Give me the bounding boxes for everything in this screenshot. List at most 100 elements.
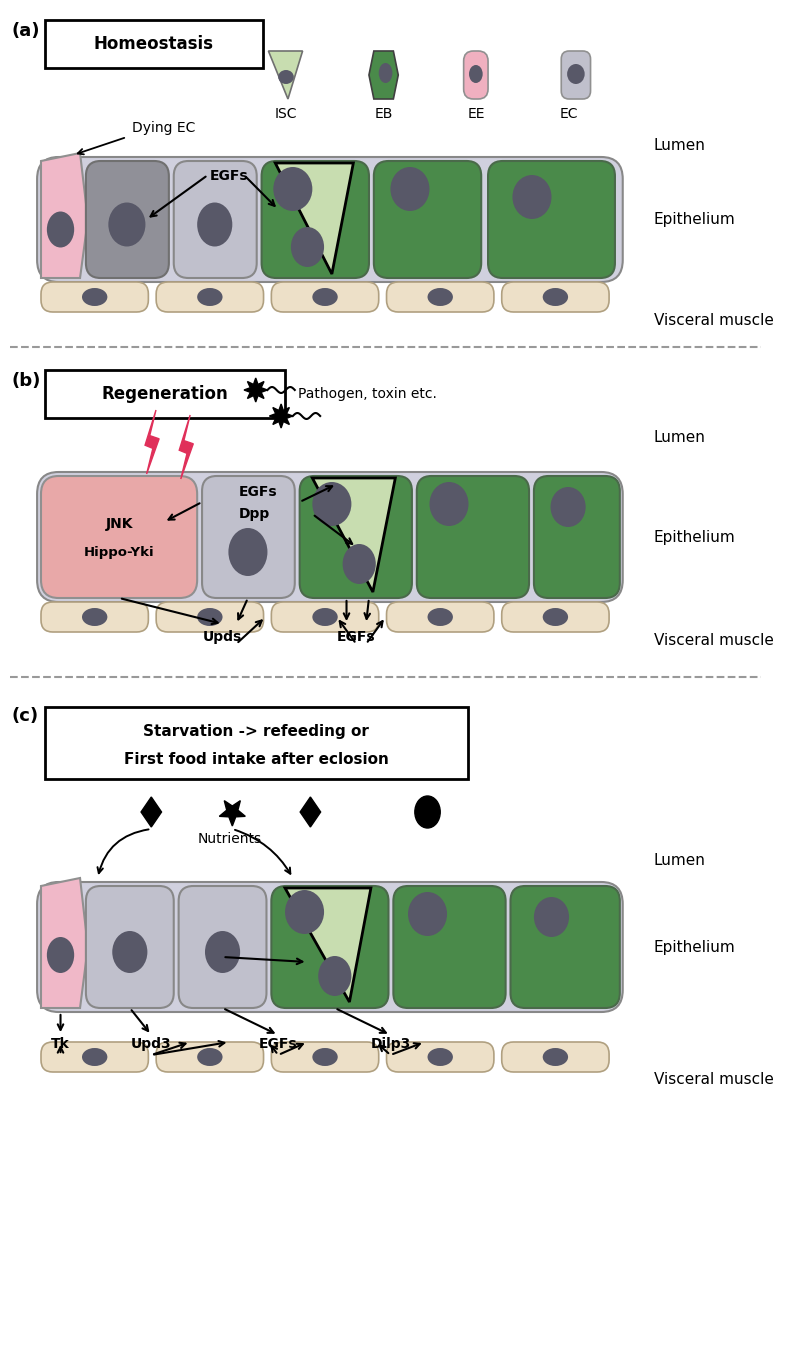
Ellipse shape	[378, 62, 392, 83]
Text: Epithelium: Epithelium	[654, 212, 736, 227]
FancyBboxPatch shape	[386, 1042, 494, 1072]
FancyBboxPatch shape	[41, 282, 148, 312]
Ellipse shape	[108, 202, 146, 247]
FancyBboxPatch shape	[156, 603, 263, 632]
Ellipse shape	[318, 955, 351, 996]
FancyBboxPatch shape	[41, 1042, 148, 1072]
Text: Dying EC: Dying EC	[132, 121, 195, 134]
Ellipse shape	[197, 608, 222, 626]
Text: Pathogen, toxin etc.: Pathogen, toxin etc.	[298, 387, 437, 402]
FancyBboxPatch shape	[45, 370, 285, 418]
Ellipse shape	[427, 288, 453, 305]
Ellipse shape	[430, 482, 469, 527]
FancyBboxPatch shape	[386, 282, 494, 312]
Text: Dpp: Dpp	[239, 508, 270, 521]
Ellipse shape	[427, 1048, 453, 1067]
Text: Dilp3: Dilp3	[370, 1037, 410, 1052]
Ellipse shape	[82, 288, 107, 305]
FancyBboxPatch shape	[271, 886, 389, 1008]
FancyBboxPatch shape	[394, 886, 506, 1008]
Ellipse shape	[47, 212, 74, 247]
Ellipse shape	[542, 1048, 568, 1067]
Ellipse shape	[415, 797, 440, 828]
Text: Starvation -> refeeding or: Starvation -> refeeding or	[143, 723, 369, 738]
Polygon shape	[244, 379, 267, 402]
FancyBboxPatch shape	[178, 886, 266, 1008]
Ellipse shape	[342, 544, 376, 584]
Polygon shape	[219, 801, 246, 826]
FancyBboxPatch shape	[386, 603, 494, 632]
Ellipse shape	[285, 890, 324, 934]
FancyBboxPatch shape	[156, 1042, 263, 1072]
Ellipse shape	[542, 608, 568, 626]
Ellipse shape	[312, 482, 351, 527]
Text: (c): (c)	[12, 707, 39, 725]
Polygon shape	[145, 410, 159, 474]
Ellipse shape	[197, 288, 222, 305]
Ellipse shape	[205, 931, 240, 973]
Ellipse shape	[534, 897, 569, 936]
FancyBboxPatch shape	[45, 20, 262, 68]
Ellipse shape	[82, 1048, 107, 1067]
Polygon shape	[179, 415, 194, 479]
Text: Tk: Tk	[51, 1037, 70, 1052]
Polygon shape	[300, 797, 321, 826]
Polygon shape	[41, 153, 88, 278]
Ellipse shape	[274, 167, 312, 210]
Text: (a): (a)	[12, 22, 40, 39]
Text: Epithelium: Epithelium	[654, 939, 736, 954]
Ellipse shape	[567, 64, 585, 84]
FancyBboxPatch shape	[464, 52, 488, 99]
Ellipse shape	[390, 167, 430, 210]
FancyBboxPatch shape	[534, 476, 620, 598]
Ellipse shape	[550, 487, 586, 527]
FancyBboxPatch shape	[271, 603, 378, 632]
FancyBboxPatch shape	[202, 476, 294, 598]
Text: EB: EB	[374, 107, 393, 121]
Text: EGFs: EGFs	[337, 630, 375, 645]
Ellipse shape	[82, 608, 107, 626]
Ellipse shape	[469, 65, 482, 83]
Polygon shape	[369, 52, 398, 99]
Text: ISC: ISC	[274, 107, 298, 121]
FancyBboxPatch shape	[156, 282, 263, 312]
Text: Epithelium: Epithelium	[654, 529, 736, 544]
FancyBboxPatch shape	[45, 707, 467, 779]
FancyBboxPatch shape	[37, 882, 622, 1012]
FancyBboxPatch shape	[300, 476, 412, 598]
Ellipse shape	[278, 71, 294, 84]
Ellipse shape	[197, 202, 232, 247]
Text: (b): (b)	[12, 372, 41, 389]
Text: Visceral muscle: Visceral muscle	[654, 312, 774, 327]
FancyBboxPatch shape	[86, 886, 174, 1008]
Text: EGFs: EGFs	[239, 484, 278, 499]
Ellipse shape	[513, 175, 551, 218]
FancyBboxPatch shape	[262, 161, 369, 278]
FancyBboxPatch shape	[502, 1042, 609, 1072]
FancyBboxPatch shape	[374, 161, 482, 278]
Ellipse shape	[47, 936, 74, 973]
Ellipse shape	[312, 288, 338, 305]
Polygon shape	[141, 797, 162, 826]
Text: Hippo-Yki: Hippo-Yki	[84, 546, 154, 559]
FancyBboxPatch shape	[86, 161, 169, 278]
FancyBboxPatch shape	[41, 603, 148, 632]
Polygon shape	[275, 163, 354, 274]
Ellipse shape	[229, 528, 267, 575]
Text: Upds: Upds	[203, 630, 242, 645]
FancyBboxPatch shape	[502, 603, 609, 632]
FancyBboxPatch shape	[174, 161, 257, 278]
Text: Lumen: Lumen	[654, 137, 706, 152]
Ellipse shape	[542, 288, 568, 305]
FancyBboxPatch shape	[417, 476, 529, 598]
Text: EGFs: EGFs	[210, 170, 249, 183]
Ellipse shape	[427, 608, 453, 626]
Text: Nutrients: Nutrients	[198, 832, 262, 845]
Ellipse shape	[312, 1048, 338, 1067]
Ellipse shape	[112, 931, 147, 973]
Text: Lumen: Lumen	[654, 852, 706, 867]
Text: EC: EC	[560, 107, 578, 121]
FancyBboxPatch shape	[488, 161, 615, 278]
Text: Regeneration: Regeneration	[102, 385, 228, 403]
Polygon shape	[270, 404, 293, 427]
